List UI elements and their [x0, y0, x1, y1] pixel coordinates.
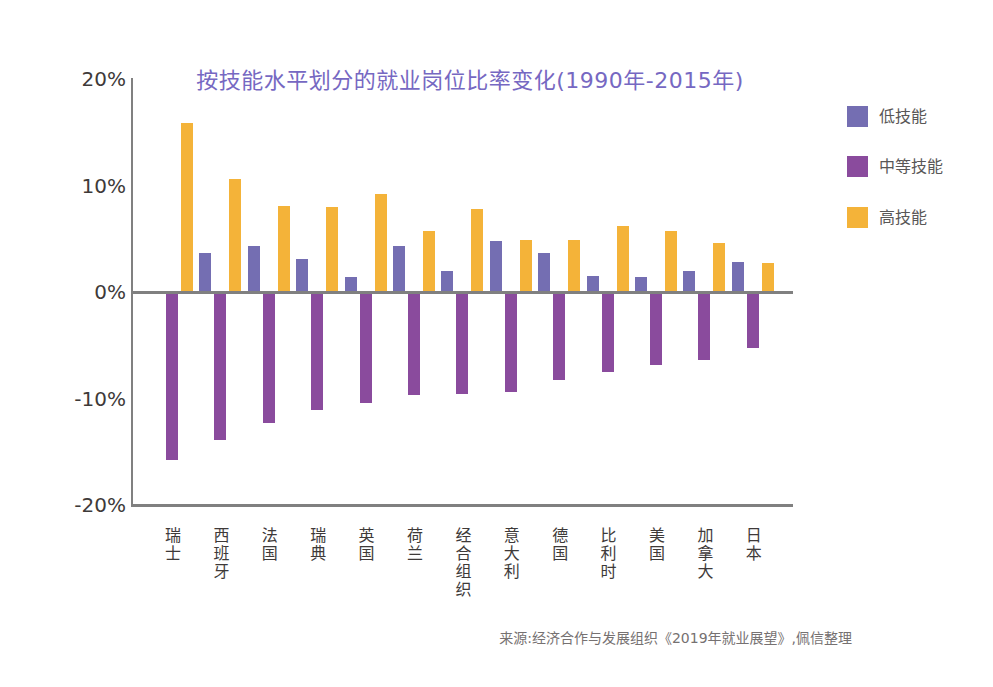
- bar-low-skill-6: [441, 271, 453, 292]
- legend-item-mid-skill: 中等技能: [847, 155, 943, 177]
- bar-mid-skill-2: [263, 292, 275, 423]
- bar-high-skill-1: [229, 179, 241, 292]
- bar-low-skill-11: [683, 271, 695, 292]
- x-axis-label-9: 比利时: [599, 527, 615, 581]
- bar-mid-skill-10: [650, 292, 662, 365]
- employment-change-by-skill-chart: 按技能水平划分的就业岗位比率变化(1990年-2015年) 20% 10% 0% -1…: [0, 0, 993, 687]
- bar-mid-skill-1: [214, 292, 226, 440]
- bar-low-skill-9: [587, 276, 599, 292]
- x-axis-label-2: 法国: [260, 527, 276, 563]
- x-axis-label-5: 荷兰: [405, 527, 421, 563]
- legend-label-high-skill: 高技能: [879, 207, 927, 228]
- legend-swatch-low-skill: [847, 106, 868, 127]
- bar-low-skill-1: [199, 253, 211, 292]
- bar-low-skill-12: [732, 262, 744, 292]
- bar-mid-skill-11: [698, 292, 710, 360]
- bar-mid-skill-9: [602, 292, 614, 372]
- bar-high-skill-0: [181, 123, 193, 292]
- x-axis-label-7: 意大利: [502, 527, 518, 581]
- bar-high-skill-7: [520, 240, 532, 292]
- bar-mid-skill-8: [553, 292, 565, 380]
- bar-high-skill-11: [713, 243, 725, 292]
- y-tick-label: 20%: [36, 69, 126, 89]
- bar-mid-skill-7: [505, 292, 517, 392]
- legend-item-high-skill: 高技能: [847, 206, 927, 228]
- bottom-axis-line: [131, 504, 793, 507]
- zero-line: [131, 291, 793, 294]
- chart-title: 按技能水平划分的就业岗位比率变化(1990年-2015年): [140, 62, 800, 94]
- bar-high-skill-3: [326, 207, 338, 292]
- bar-high-skill-8: [568, 240, 580, 292]
- bar-low-skill-10: [635, 277, 647, 292]
- bar-low-skill-5: [393, 246, 405, 292]
- bar-high-skill-12: [762, 263, 774, 292]
- x-axis-label-6: 经合组织: [453, 527, 469, 599]
- x-axis-label-10: 美国: [647, 527, 663, 563]
- source-note: 来源:经济合作与发展组织《2019年就业展望》,佩信整理: [499, 627, 852, 647]
- legend-swatch-mid-skill: [847, 156, 868, 177]
- bar-mid-skill-4: [360, 292, 372, 403]
- bar-high-skill-4: [375, 194, 387, 292]
- legend-item-low-skill: 低技能: [847, 105, 927, 127]
- bar-low-skill-7: [490, 241, 502, 292]
- x-axis-label-11: 加拿大: [695, 527, 711, 581]
- y-tick-label: -20%: [36, 495, 126, 515]
- bar-mid-skill-12: [747, 292, 759, 348]
- x-axis-label-1: 西班牙: [211, 527, 227, 581]
- legend-label-mid-skill: 中等技能: [879, 156, 943, 177]
- x-axis-label-12: 日本: [744, 527, 760, 563]
- x-axis-label-3: 瑞典: [308, 527, 324, 563]
- bar-low-skill-3: [296, 259, 308, 292]
- bar-mid-skill-0: [166, 292, 178, 460]
- y-tick-label: -10%: [36, 389, 126, 409]
- x-axis-label-8: 德国: [550, 527, 566, 563]
- y-tick-label: 0%: [36, 282, 126, 302]
- bar-low-skill-2: [248, 246, 260, 292]
- bar-high-skill-2: [278, 206, 290, 292]
- bar-mid-skill-6: [456, 292, 468, 394]
- legend-swatch-high-skill: [847, 207, 868, 228]
- bar-mid-skill-5: [408, 292, 420, 395]
- y-tick-label: 10%: [36, 176, 126, 196]
- legend-label-low-skill: 低技能: [879, 106, 927, 127]
- x-axis-label-0: 瑞士: [163, 527, 179, 563]
- bar-high-skill-9: [617, 226, 629, 292]
- x-axis-label-4: 英国: [357, 527, 373, 563]
- bar-high-skill-6: [471, 209, 483, 292]
- bar-low-skill-8: [538, 253, 550, 292]
- bar-mid-skill-3: [311, 292, 323, 410]
- bar-high-skill-5: [423, 231, 435, 292]
- bar-low-skill-4: [345, 277, 357, 292]
- bar-high-skill-10: [665, 231, 677, 292]
